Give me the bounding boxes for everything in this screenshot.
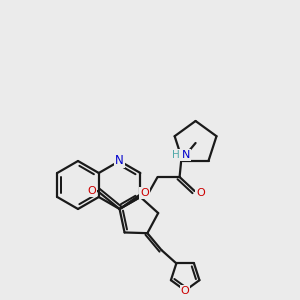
Text: O: O <box>181 286 190 296</box>
Text: O: O <box>87 186 96 196</box>
Text: O: O <box>140 188 149 198</box>
Text: H: H <box>172 150 179 160</box>
Text: N: N <box>115 154 124 167</box>
Text: N: N <box>182 150 190 160</box>
Text: O: O <box>196 188 205 198</box>
